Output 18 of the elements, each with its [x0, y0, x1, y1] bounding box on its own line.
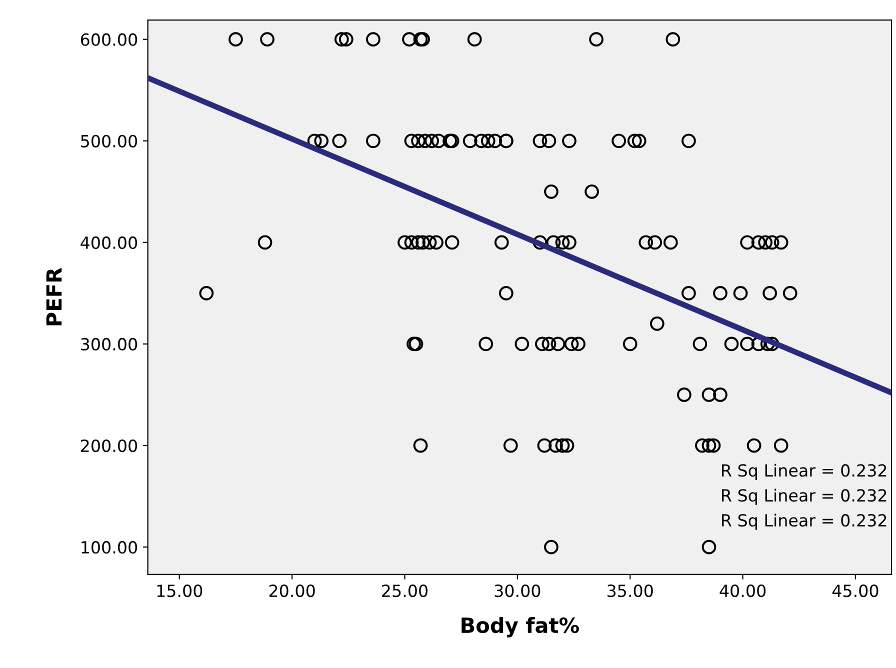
x-tick-label: 45.00 [832, 584, 878, 598]
x-tick-label: 15.00 [157, 584, 202, 598]
annotation: R Sq Linear = 0.232 [722, 488, 886, 505]
y-tick-label: 400.00 [80, 236, 138, 249]
annotation: R Sq Linear = 0.232 [722, 514, 886, 530]
y-tick-label: 600.00 [80, 33, 138, 46]
x-tick-label: 25.00 [382, 584, 428, 598]
y-tick-label: 300.00 [81, 338, 138, 351]
y-axis-title: PEFR [46, 268, 62, 326]
y-tick-label: 100.00 [82, 541, 138, 554]
x-tick-label: 30.00 [494, 584, 540, 598]
annotation: R Sq Linear = 0.232 [722, 464, 886, 480]
x-axis-title: Body fat% [462, 617, 579, 638]
y-tick-label: 200.00 [81, 439, 138, 452]
x-tick-label: 20.00 [269, 584, 315, 598]
x-tick-label: 40.00 [720, 584, 766, 598]
x-tick-label: 35.00 [608, 584, 653, 598]
y-tick-label: 500.00 [81, 134, 138, 148]
